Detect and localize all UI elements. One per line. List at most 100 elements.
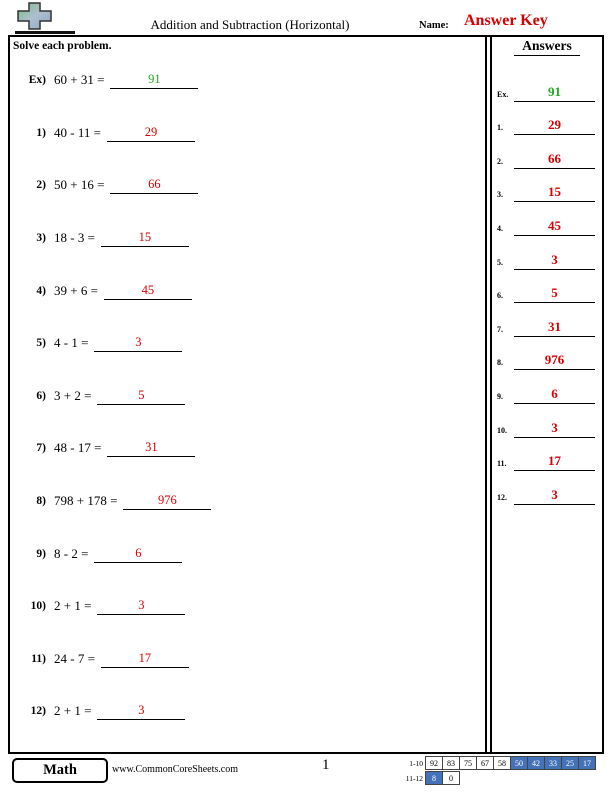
answer-blank: 66 [110,176,199,195]
problem-expression: 50 + 16 = [54,177,105,193]
score-cell: 17 [578,756,596,770]
score-cell: 83 [442,756,460,770]
answer-blank: 29 [106,124,195,142]
answer-number: 3. [497,190,503,200]
answer-row: 12. 3 [492,471,602,505]
answers-panel: Answers Ex. 91 1. 29 2. 66 3. 15 4. 45 5. 3 6. 5 7. 31 8… [492,38,602,505]
answers-list: Ex. 91 1. 29 2. 66 3. 15 4. 45 5. 3 6. 5 7. 31 8. 976 9. 6 1… [492,68,602,505]
answer-blank: 17 [100,650,189,668]
answer-value: 3 [514,420,595,438]
problem-expression: 8 - 2 = [54,545,89,561]
answers-divider-line-2 [490,35,492,752]
answer-value: 3 [514,252,595,270]
problem-number: 1) [36,126,46,139]
problem-row: 10) 2 + 1 = 3 [14,580,479,633]
minus-icon [15,31,75,34]
answers-title: Answers [514,38,580,56]
score-cell: 8 [425,771,443,785]
answer-value: 3 [514,487,595,505]
problem-number: 9) [36,547,46,560]
problem-row: 7) 48 - 17 = 31 [14,422,479,475]
score-cell: 33 [544,756,562,770]
problem-number: 2) [36,179,46,192]
answer-row: 9. 6 [492,370,602,404]
answer-number: 11. [497,459,507,469]
problem-row: 11) 24 - 7 = 17 [14,633,479,686]
answer-row: 6. 5 [492,270,602,304]
problem-number: 7) [36,442,46,455]
answer-number: 12. [497,492,507,502]
answer-number: 2. [497,156,503,166]
page-number: 1 [322,757,330,773]
answer-row: 10. 3 [492,404,602,438]
problem-row: Ex) 60 + 31 = 91 [14,54,479,107]
worksheet-title: Addition and Subtraction (Horizontal) [150,17,350,32]
problem-expression: 4 - 1 = [54,335,89,351]
answer-value: 31 [514,319,595,337]
answer-value: 15 [514,184,595,203]
problem-expression: 3 + 2 = [54,387,92,403]
problem-expression: 18 - 3 = [54,230,95,246]
answer-key-text: Answer Key [464,12,548,29]
problem-number: 6) [36,389,46,402]
answer-value: 5 [514,285,595,304]
problem-expression: 2 + 1 = [54,598,92,614]
left-border [8,35,10,754]
right-border [602,35,604,754]
answer-blank: 5 [97,387,186,405]
problem-number: 8) [36,495,46,508]
problem-row: 2) 50 + 16 = 66 [14,159,479,212]
problem-expression: 40 - 11 = [54,124,101,140]
instructions: Solve each problem. [13,40,112,52]
answer-number: 5. [497,257,503,267]
problem-expression: 24 - 7 = [54,650,95,666]
answer-number: 8. [497,358,503,368]
score-range-label: 11-12 [405,773,423,783]
problem-row: 3) 18 - 3 = 15 [14,212,479,265]
score-row: 1-10 92 83 75 67 58 50 42 33 25 17 [396,756,596,770]
answer-number: 6. [497,291,503,301]
top-border [8,35,604,37]
score-cell: 42 [527,756,545,770]
problem-row: 4) 39 + 6 = 45 [14,264,479,317]
score-cell: 58 [493,756,511,770]
problem-row: 6) 3 + 2 = 5 [14,370,479,423]
problem-number: 12) [30,705,46,718]
answer-number: 10. [497,425,507,435]
answer-number: 1. [497,123,503,133]
answer-number: Ex. [497,89,509,99]
problem-expression: 39 + 6 = [54,282,98,298]
answer-row: 4. 45 [492,202,602,236]
answer-value: 91 [514,84,595,102]
score-cell: 67 [476,756,494,770]
problem-number: 11) [31,652,46,665]
answer-row: Ex. 91 [492,68,602,102]
answer-row: 2. 66 [492,135,602,169]
score-range-label: 1-10 [409,758,423,768]
answer-blank: 15 [100,229,189,248]
answer-blank: 91 [110,71,199,90]
score-cell: 92 [425,756,443,770]
problems-list: Ex) 60 + 31 = 91 1) 40 - 11 = 29 2) 50 + 16 = 66… [14,54,479,738]
answer-row: 3. 15 [492,169,602,203]
answer-blank: 3 [97,597,186,616]
score-cell: 50 [510,756,528,770]
answer-blank: 31 [107,439,196,458]
problem-number: 10) [30,600,46,613]
score-table: 1-10 92 83 75 67 58 50 42 33 25 17 11-12 8 0 [396,756,596,786]
answer-blank: 976 [123,492,212,511]
problem-row: 9) 8 - 2 = 6 [14,527,479,580]
name-label: Name: [419,20,449,31]
answer-row: 8. 976 [492,337,602,371]
problem-row: 8) 798 + 178 = 976 [14,475,479,528]
answer-number: 4. [497,223,503,233]
answer-number: 9. [497,391,503,401]
problem-expression: 48 - 17 = [54,440,102,456]
answer-value: 45 [514,218,595,236]
problem-number: 5) [36,337,46,350]
answers-divider-line-1 [485,35,487,752]
score-row: 11-12 8 0 [396,771,596,785]
problem-number: 3) [36,232,46,245]
problem-expression: 60 + 31 = [54,72,105,88]
